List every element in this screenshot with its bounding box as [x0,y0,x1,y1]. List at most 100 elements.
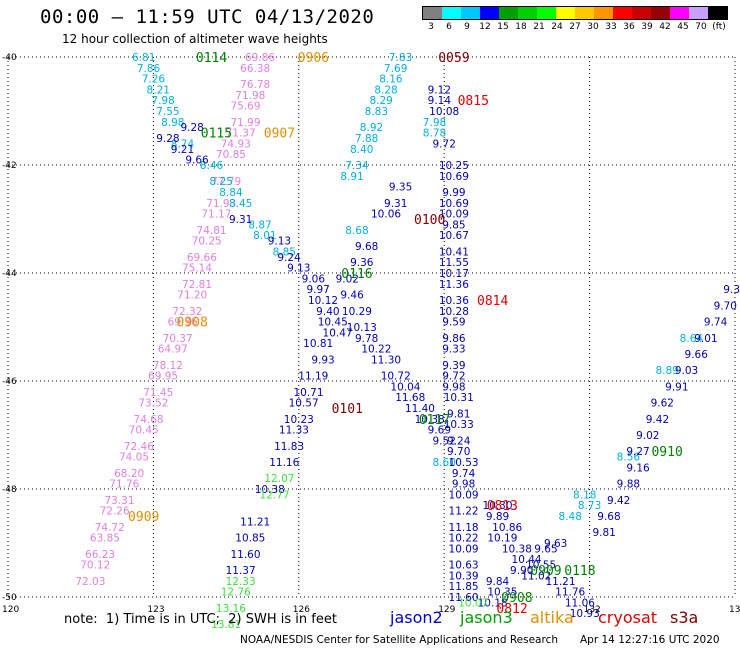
wave-height-value: 9.24 [447,435,471,447]
wave-height-value: 70.45 [129,425,159,437]
wave-height-value: 8.40 [350,144,373,156]
wave-height-value: 8.87 [248,219,271,231]
wave-height-value: 11.60 [230,549,260,561]
wave-height-value: 9.33 [442,344,465,356]
wave-height-value: 9.01 [694,333,717,345]
pass-time-label: 0813 [487,499,518,514]
wave-height-value: 8.60 [433,457,456,469]
color-scale-bar [422,6,728,20]
color-scale-swatch [480,7,499,19]
pass-time-label: 0812 [496,602,527,617]
wave-height-value: 70.25 [192,236,222,248]
wave-height-value: 9.65 [534,543,557,555]
pass-time-label: 0909 [128,510,159,525]
latitude-label: -46 [2,377,17,387]
wave-height-value: 8.85 [273,246,296,258]
longitude-label: 135 [729,605,740,615]
wave-height-value: 63.85 [90,533,120,545]
wave-height-value: 9.91 [665,381,688,393]
latitude-label: -42 [2,161,17,171]
wave-height-value: 9.36 [350,257,374,269]
wave-height-value: 8.46 [200,160,224,172]
wave-height-value: 7.98 [423,117,446,129]
wave-height-value: 10.81 [303,338,333,350]
wave-height-value: 9.86 [442,333,466,345]
wave-height-value: 9.13 [268,236,291,248]
wave-height-value: 9.70 [714,300,737,312]
wave-height-value: 8.68 [345,225,368,237]
wave-height-value: 9.62 [651,398,674,410]
color-scale-swatch [613,7,632,19]
wave-height-value: 9.97 [306,284,329,296]
wave-height-value: 11.40 [405,403,435,415]
wave-height-value: 8.21 [147,84,170,96]
wave-height-value: 10.19 [487,533,517,545]
credit-line: NOAA/NESDIS Center for Satellite Applica… [240,634,558,646]
wave-height-value: 70.37 [163,333,193,345]
wave-height-value: 11.37 [226,565,256,577]
wave-height-value: 8.92 [360,122,383,134]
color-scale-tick: 33 [605,22,617,32]
wave-height-value: 8.73 [578,500,601,512]
wave-height-value: 9.72 [442,371,465,383]
wave-height-value: 71.99 [230,117,260,129]
wave-height-value: 72.46 [124,441,154,453]
wave-height-value: 7.86 [137,63,161,75]
wave-height-value: 10.38 [502,543,532,555]
wave-height-value: 9.68 [355,241,378,253]
wave-height-value: 76.78 [240,79,270,91]
pass-time-label: 0910 [651,445,682,460]
wave-height-value: 10.38 [415,414,445,426]
wave-height-value: 8.91 [340,171,363,183]
wave-height-value: 10.17 [439,268,469,280]
wave-height-value: 10.04 [390,381,420,393]
wave-height-value: 8.18 [573,489,596,501]
wave-height-value: 13.16 [216,603,246,615]
longitude-label: 132 [584,605,601,615]
wave-height-value: 69.86 [245,52,275,64]
satellite-s3a-label: s3a [670,608,699,627]
wave-height-value: 11.21 [240,516,270,528]
wave-height-value: 71.20 [177,290,207,302]
wave-height-value: 7.83 [389,52,412,64]
wave-height-value: 9.30 [723,284,740,296]
wave-height-value: 66.23 [85,549,115,561]
footer-note: note: 1) Time is in UTC; 2) SWH is in fe… [64,612,337,627]
wave-height-value: 9.31 [229,214,252,226]
color-scale-unit: (ft) [712,22,726,32]
pass-time-label: 0908 [177,316,208,331]
pass-time-label: 0814 [477,294,508,309]
color-scale-swatch [575,7,594,19]
wave-height-value: 12.07 [264,473,294,485]
color-scale-labels: 3 6 9 12 15 18 21 24 27 30 33 36 39 42 45 70 (ft) [422,22,728,34]
wave-height-value: 11.85 [449,581,479,593]
generated-timestamp: Apr 14 12:27:16 UTC 2020 [580,634,720,646]
wave-height-value: 10.36 [439,295,469,307]
wave-height-value: 9.98 [452,479,475,491]
color-scale-tick: 12 [479,22,491,32]
wave-height-value: 71.45 [143,387,173,399]
longitude-label: 129 [438,605,455,615]
wave-height-value: 8.64 [680,333,704,345]
wave-height-value: 9.02 [636,430,659,442]
wave-height-value: 9.21 [171,144,194,156]
color-scale-tick: 70 [695,22,707,32]
wave-height-value: 12.77 [260,489,290,501]
wave-height-value: 66.38 [240,63,270,75]
wave-height-value: 10.29 [342,306,372,318]
latitude-label: -40 [2,53,17,63]
wave-height-value: 9.16 [626,462,650,474]
wave-height-value: 10.45 [318,317,348,329]
wave-height-value: 9.72 [433,138,456,150]
wave-height-value: 11.16 [269,457,299,469]
wave-height-value: 8.74 [171,138,195,150]
wave-height-value: 74.05 [119,452,149,464]
wave-height-value: 9.27 [626,446,649,458]
wave-height-value: 69.66 [187,252,217,264]
map-subtitle: 12 hour collection of altimeter wave hei… [62,32,328,46]
pass-time-label: 0907 [264,127,295,142]
wave-height-value: 9.12 [428,84,451,96]
longitude-label: 126 [293,605,310,615]
wave-height-value: 10.31 [444,392,474,404]
